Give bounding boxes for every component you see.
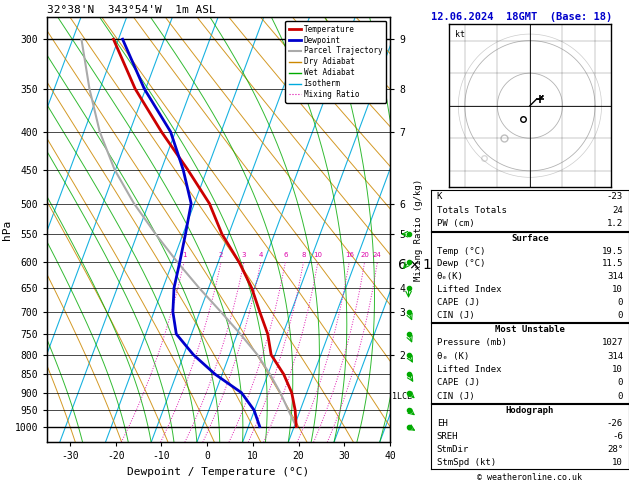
Text: K: K <box>437 192 442 201</box>
Text: θₑ(K): θₑ(K) <box>437 272 464 281</box>
Text: 1027: 1027 <box>601 338 623 347</box>
Text: 20: 20 <box>360 252 369 258</box>
Text: Hodograph: Hodograph <box>506 406 554 415</box>
Text: 32°38'N  343°54'W  1m ASL: 32°38'N 343°54'W 1m ASL <box>47 5 216 15</box>
Text: 8: 8 <box>301 252 306 258</box>
Text: Pressure (mb): Pressure (mb) <box>437 338 507 347</box>
Text: 10: 10 <box>612 365 623 374</box>
Text: 314: 314 <box>607 272 623 281</box>
Text: 4: 4 <box>259 252 263 258</box>
Text: Mixing Ratio (g/kg): Mixing Ratio (g/kg) <box>414 178 423 281</box>
Text: 10: 10 <box>612 285 623 294</box>
Text: CIN (J): CIN (J) <box>437 392 474 401</box>
Text: 19.5: 19.5 <box>601 246 623 256</box>
Text: Surface: Surface <box>511 234 548 243</box>
Text: Lifted Index: Lifted Index <box>437 365 501 374</box>
Text: 1.2: 1.2 <box>607 220 623 228</box>
Text: 0: 0 <box>618 298 623 307</box>
Text: 1: 1 <box>182 252 186 258</box>
Text: 2: 2 <box>219 252 223 258</box>
Legend: Temperature, Dewpoint, Parcel Trajectory, Dry Adiabat, Wet Adiabat, Isotherm, Mi: Temperature, Dewpoint, Parcel Trajectory… <box>286 21 386 103</box>
Text: 24: 24 <box>612 206 623 215</box>
Text: Most Unstable: Most Unstable <box>495 325 565 334</box>
Text: 10: 10 <box>313 252 323 258</box>
Text: 10: 10 <box>612 458 623 468</box>
Text: 0: 0 <box>618 378 623 387</box>
Text: EH: EH <box>437 419 448 428</box>
Text: -6: -6 <box>612 432 623 441</box>
Y-axis label: hPa: hPa <box>2 220 12 240</box>
Text: 16: 16 <box>345 252 353 258</box>
Text: 11.5: 11.5 <box>601 260 623 268</box>
X-axis label: Dewpoint / Temperature (°C): Dewpoint / Temperature (°C) <box>128 467 309 477</box>
Text: θₑ (K): θₑ (K) <box>437 351 469 361</box>
Text: 0: 0 <box>618 311 623 320</box>
Text: 12.06.2024  18GMT  (Base: 18): 12.06.2024 18GMT (Base: 18) <box>431 12 612 22</box>
Text: 314: 314 <box>607 351 623 361</box>
Text: Dewp (°C): Dewp (°C) <box>437 260 485 268</box>
Text: Temp (°C): Temp (°C) <box>437 246 485 256</box>
Text: CIN (J): CIN (J) <box>437 311 474 320</box>
Text: 28°: 28° <box>607 445 623 454</box>
Text: CAPE (J): CAPE (J) <box>437 298 480 307</box>
Text: CAPE (J): CAPE (J) <box>437 378 480 387</box>
Text: 1LCL: 1LCL <box>392 392 412 401</box>
Text: -26: -26 <box>607 419 623 428</box>
Text: Totals Totals: Totals Totals <box>437 206 507 215</box>
Text: kt: kt <box>455 30 465 39</box>
Text: PW (cm): PW (cm) <box>437 220 474 228</box>
Text: SREH: SREH <box>437 432 459 441</box>
Text: Lifted Index: Lifted Index <box>437 285 501 294</box>
Text: -23: -23 <box>607 192 623 201</box>
Text: 0: 0 <box>618 392 623 401</box>
Y-axis label: km
ASL: km ASL <box>450 221 471 239</box>
Text: StmDir: StmDir <box>437 445 469 454</box>
Text: 6: 6 <box>283 252 287 258</box>
Text: 24: 24 <box>373 252 382 258</box>
Text: StmSpd (kt): StmSpd (kt) <box>437 458 496 468</box>
Text: © weatheronline.co.uk: © weatheronline.co.uk <box>477 473 582 482</box>
Text: 3: 3 <box>242 252 246 258</box>
